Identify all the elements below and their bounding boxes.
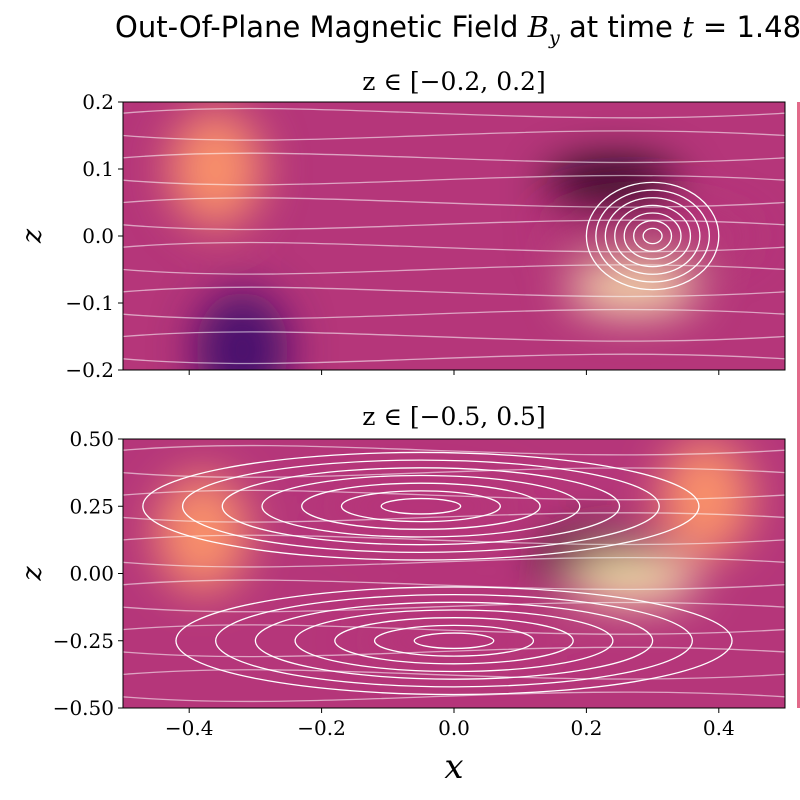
streamline — [261, 474, 581, 538]
figure-title: Out-Of-Plane Magnetic Field By at time t… — [115, 10, 800, 49]
streamline — [123, 467, 785, 478]
streamline — [123, 489, 785, 501]
streamline — [123, 241, 785, 253]
streamline — [380, 497, 462, 515]
streamline — [123, 152, 785, 164]
y-tick-label: −0.2 — [65, 358, 114, 382]
panel-title: z ∈ [−0.5, 0.5] — [362, 402, 545, 431]
streamline — [614, 204, 692, 268]
field-feature-max — [566, 554, 699, 604]
title-var-sub: y — [549, 26, 560, 49]
streamline — [123, 579, 785, 590]
field-feature-o-point — [348, 608, 560, 674]
streamline — [123, 512, 785, 523]
streamline — [123, 286, 785, 298]
field-feature-o-point — [314, 473, 527, 539]
streamline — [123, 601, 785, 613]
streamline — [123, 691, 785, 703]
title-var: B — [527, 10, 549, 44]
streamline — [642, 227, 663, 245]
y-tick-label: −0.25 — [53, 629, 114, 653]
y-tick-label: 0.2 — [82, 90, 114, 114]
title-prefix: Out-Of-Plane Magnetic Field — [115, 10, 528, 44]
streamline — [301, 482, 541, 530]
streamline — [123, 264, 785, 275]
streamline — [604, 197, 701, 275]
streamline — [181, 459, 660, 554]
streamline — [294, 609, 614, 673]
colorbar-edge — [797, 102, 800, 708]
streamline — [123, 444, 785, 456]
streamlines — [123, 444, 785, 703]
streamline — [123, 534, 785, 546]
streamline — [123, 219, 785, 231]
y-tick-label: 0.50 — [69, 427, 114, 451]
field-feature-high — [169, 110, 263, 228]
panel-2: z ∈ [−0.5, 0.5] −0.4 −0.2 0.0 0.2 0.4 −0.50 −0.… — [17, 402, 786, 787]
y-tick-label: −0.1 — [65, 291, 114, 315]
title-eq: = — [693, 10, 737, 44]
streamline — [123, 174, 785, 186]
streamline — [123, 331, 785, 342]
x-tick-label: −0.2 — [297, 716, 346, 740]
x-tick-label: −0.4 — [165, 716, 214, 740]
streamline — [175, 586, 733, 696]
y-tick-label: 0.0 — [82, 224, 114, 248]
x-tick-label: 0.4 — [703, 716, 735, 740]
streamlines — [123, 107, 785, 365]
streamline — [123, 669, 785, 680]
streamline — [215, 593, 693, 688]
streamline — [123, 308, 785, 320]
title-mid: at time — [559, 10, 683, 44]
streamline — [123, 130, 785, 141]
streamline — [585, 181, 720, 291]
streamline — [340, 490, 501, 523]
streamline — [123, 197, 785, 208]
y-tick-label: 0.1 — [82, 157, 114, 181]
title-time-var: t — [682, 10, 694, 44]
y-axis-label: z — [17, 566, 48, 582]
streamline — [123, 646, 785, 658]
y-tick-label: 0.00 — [69, 562, 114, 586]
x-axis-label: x — [444, 747, 463, 787]
streamline — [123, 107, 785, 119]
y-tick-label: −0.50 — [53, 696, 114, 720]
streamline — [123, 353, 785, 365]
streamline — [254, 601, 654, 680]
panel-1: z ∈ [−0.2, 0.2] −0.2 −0.1 0.0 0.1 0.2 z — [17, 67, 786, 382]
field-feature-low — [195, 290, 289, 370]
streamline — [623, 212, 682, 260]
panel-title: z ∈ [−0.2, 0.2] — [362, 67, 545, 96]
field-feature-max — [566, 265, 699, 314]
field-feature-high — [156, 473, 249, 593]
streamline — [123, 557, 785, 568]
y-tick-label: 0.25 — [69, 494, 114, 518]
title-time-value: 1.48 — [736, 10, 800, 44]
streamline — [373, 624, 535, 657]
x-tick-label: 0.2 — [570, 716, 602, 740]
streamline — [221, 467, 621, 546]
streamline — [142, 451, 700, 561]
streamline — [334, 617, 574, 665]
streamline — [595, 189, 710, 283]
streamline — [123, 624, 785, 635]
streamline — [413, 632, 495, 650]
y-axis-label: z — [17, 228, 48, 244]
x-tick-label: 0.0 — [438, 716, 470, 740]
